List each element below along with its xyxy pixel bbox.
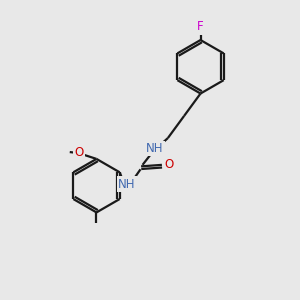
Text: F: F — [197, 20, 204, 33]
Text: NH: NH — [146, 142, 163, 155]
Text: O: O — [165, 158, 174, 171]
Text: NH: NH — [118, 178, 136, 191]
Text: O: O — [75, 146, 84, 159]
